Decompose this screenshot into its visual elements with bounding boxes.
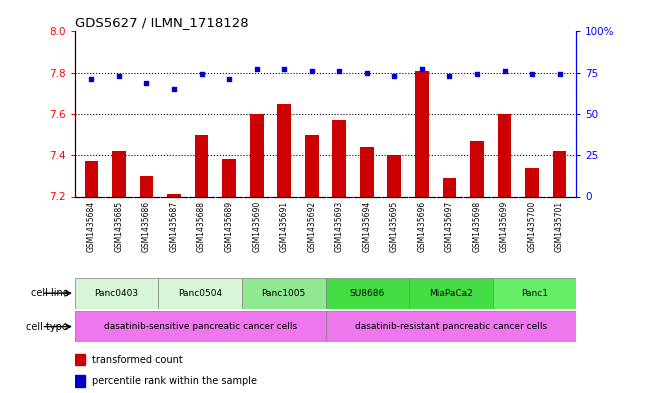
Point	[224, 76, 234, 83]
Text: GSM1435685: GSM1435685	[115, 200, 124, 252]
Bar	[112, 151, 126, 393]
Text: GSM1435689: GSM1435689	[225, 200, 234, 252]
Bar	[139, 176, 154, 393]
Text: Panc1005: Panc1005	[262, 289, 306, 298]
Bar	[326, 278, 409, 309]
Point	[527, 71, 537, 77]
Point	[472, 71, 482, 77]
Bar	[470, 141, 484, 393]
Bar	[443, 178, 456, 393]
Text: GSM1435690: GSM1435690	[252, 200, 261, 252]
Point	[444, 73, 454, 79]
Text: GSM1435694: GSM1435694	[363, 200, 371, 252]
Text: GSM1435692: GSM1435692	[307, 200, 316, 252]
Text: dasatinib-resistant pancreatic cancer cells: dasatinib-resistant pancreatic cancer ce…	[355, 322, 547, 331]
Point	[307, 68, 317, 74]
Text: GSM1435686: GSM1435686	[142, 200, 151, 252]
Text: GSM1435701: GSM1435701	[555, 200, 564, 252]
Bar	[360, 147, 374, 393]
Text: GDS5627 / ILMN_1718128: GDS5627 / ILMN_1718128	[75, 16, 249, 29]
Bar	[75, 311, 326, 342]
Point	[169, 86, 179, 92]
Point	[555, 71, 565, 77]
Text: percentile rank within the sample: percentile rank within the sample	[92, 376, 257, 386]
Bar	[158, 278, 242, 309]
Point	[86, 76, 96, 83]
Bar	[75, 278, 158, 309]
Point	[334, 68, 344, 74]
Bar	[277, 104, 291, 393]
Bar	[195, 134, 208, 393]
Point	[251, 66, 262, 73]
Bar	[222, 159, 236, 393]
Text: GSM1435691: GSM1435691	[280, 200, 288, 252]
Text: Panc0403: Panc0403	[94, 289, 139, 298]
Bar	[525, 168, 539, 393]
Text: MiaPaCa2: MiaPaCa2	[429, 289, 473, 298]
Text: GSM1435693: GSM1435693	[335, 200, 344, 252]
Point	[114, 73, 124, 79]
Point	[279, 66, 290, 73]
Bar	[326, 311, 576, 342]
Point	[417, 66, 427, 73]
Text: GSM1435696: GSM1435696	[417, 200, 426, 252]
Point	[389, 73, 400, 79]
Bar	[497, 114, 512, 393]
Bar	[387, 155, 401, 393]
Text: cell line: cell line	[31, 288, 68, 298]
Bar	[553, 151, 566, 393]
Text: GSM1435684: GSM1435684	[87, 200, 96, 252]
Bar	[493, 278, 576, 309]
Bar	[75, 375, 85, 387]
Text: transformed count: transformed count	[92, 354, 183, 365]
Bar	[167, 195, 181, 393]
Bar	[250, 114, 264, 393]
Text: GSM1435687: GSM1435687	[169, 200, 178, 252]
Text: GSM1435697: GSM1435697	[445, 200, 454, 252]
Point	[361, 70, 372, 76]
Text: GSM1435695: GSM1435695	[390, 200, 399, 252]
Text: GSM1435700: GSM1435700	[527, 200, 536, 252]
Text: GSM1435698: GSM1435698	[473, 200, 482, 252]
Point	[499, 68, 510, 74]
Bar	[409, 278, 493, 309]
Point	[141, 79, 152, 86]
Bar	[85, 162, 98, 393]
Bar	[333, 120, 346, 393]
Text: Panc0504: Panc0504	[178, 289, 222, 298]
Text: SU8686: SU8686	[350, 289, 385, 298]
Text: Panc1: Panc1	[521, 289, 548, 298]
Bar	[305, 134, 318, 393]
Bar	[242, 278, 326, 309]
Text: GSM1435699: GSM1435699	[500, 200, 509, 252]
Bar	[75, 354, 85, 365]
Text: cell type: cell type	[27, 321, 68, 332]
Bar	[415, 71, 429, 393]
Text: dasatinib-sensitive pancreatic cancer cells: dasatinib-sensitive pancreatic cancer ce…	[104, 322, 297, 331]
Point	[197, 71, 207, 77]
Text: GSM1435688: GSM1435688	[197, 200, 206, 252]
